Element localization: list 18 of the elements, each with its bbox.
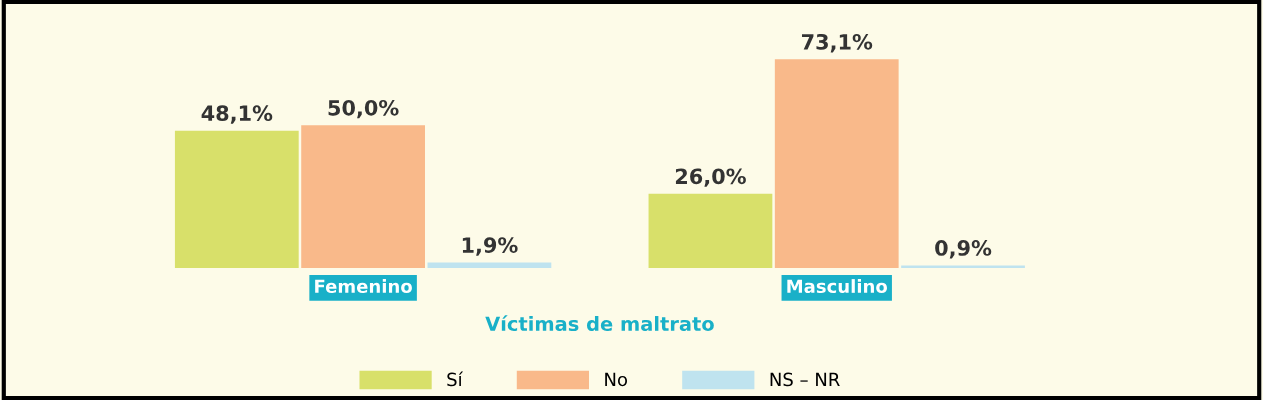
bar [774,59,899,268]
bar [427,262,552,268]
legend-label: No [605,372,628,387]
data-label: 50,0% [328,99,399,119]
bar [648,193,773,268]
data-label: 48,1% [201,105,273,124]
bar [174,130,299,268]
data-label: 73,1% [801,33,873,53]
legend-label: NS – NR [770,372,840,387]
data-label: 1,9% [462,237,518,256]
bar [901,265,1025,268]
data-label: 26,0% [675,168,746,187]
x-tick-label: Masculino [787,279,888,294]
x-axis-title: Víctimas de maltrato [485,315,714,332]
bar [301,125,425,268]
x-tick-label: Femenino [315,279,412,294]
data-label: 0,9% [935,240,992,259]
legend-label: Sí [447,371,464,387]
